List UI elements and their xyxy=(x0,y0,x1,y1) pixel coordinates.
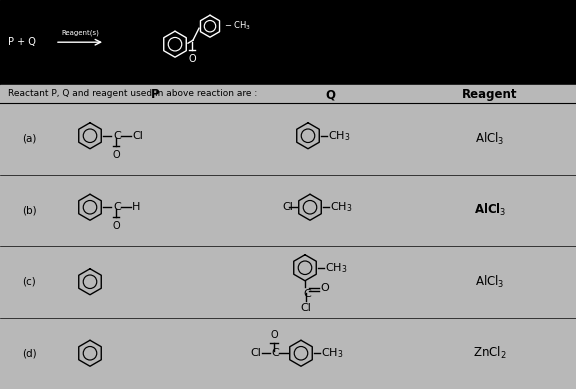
Text: CH$_3$: CH$_3$ xyxy=(321,346,343,360)
Text: C: C xyxy=(113,202,121,212)
Text: Cl: Cl xyxy=(301,303,312,313)
Text: CH$_3$: CH$_3$ xyxy=(328,129,350,143)
Bar xyxy=(0,0,576,85)
Text: AlCl$_3$: AlCl$_3$ xyxy=(475,131,505,147)
Text: Q: Q xyxy=(325,88,335,101)
Text: (d): (d) xyxy=(22,348,37,358)
Text: CH$_3$: CH$_3$ xyxy=(330,200,353,214)
Text: AlCl$_3$: AlCl$_3$ xyxy=(475,274,505,290)
Text: P + Q: P + Q xyxy=(8,37,36,47)
Text: Cl: Cl xyxy=(132,131,143,141)
Text: CH$_3$: CH$_3$ xyxy=(325,261,347,275)
Text: Reagent: Reagent xyxy=(463,88,518,101)
Text: ZnCl$_2$: ZnCl$_2$ xyxy=(473,345,507,361)
Text: AlCl$_3$: AlCl$_3$ xyxy=(474,202,506,218)
Text: Cl: Cl xyxy=(282,202,293,212)
Text: $-$ CH$_3$: $-$ CH$_3$ xyxy=(224,20,251,32)
Text: (a): (a) xyxy=(22,134,36,144)
Text: (c): (c) xyxy=(22,277,36,287)
Text: O: O xyxy=(270,330,278,340)
Bar xyxy=(0,85,576,389)
Text: O: O xyxy=(112,221,120,231)
Text: Reactant P, Q and reagent used in above reaction are :: Reactant P, Q and reagent used in above … xyxy=(8,89,257,98)
Text: O: O xyxy=(112,150,120,160)
Text: P: P xyxy=(151,88,160,101)
Text: Cl: Cl xyxy=(250,348,261,358)
Text: O: O xyxy=(188,54,196,64)
Text: C: C xyxy=(271,348,279,358)
Text: (b): (b) xyxy=(22,205,37,215)
Text: C: C xyxy=(303,289,310,299)
Text: H: H xyxy=(132,202,141,212)
Text: Reagent(s): Reagent(s) xyxy=(61,30,99,36)
Text: C: C xyxy=(113,131,121,141)
Text: O: O xyxy=(320,283,329,293)
